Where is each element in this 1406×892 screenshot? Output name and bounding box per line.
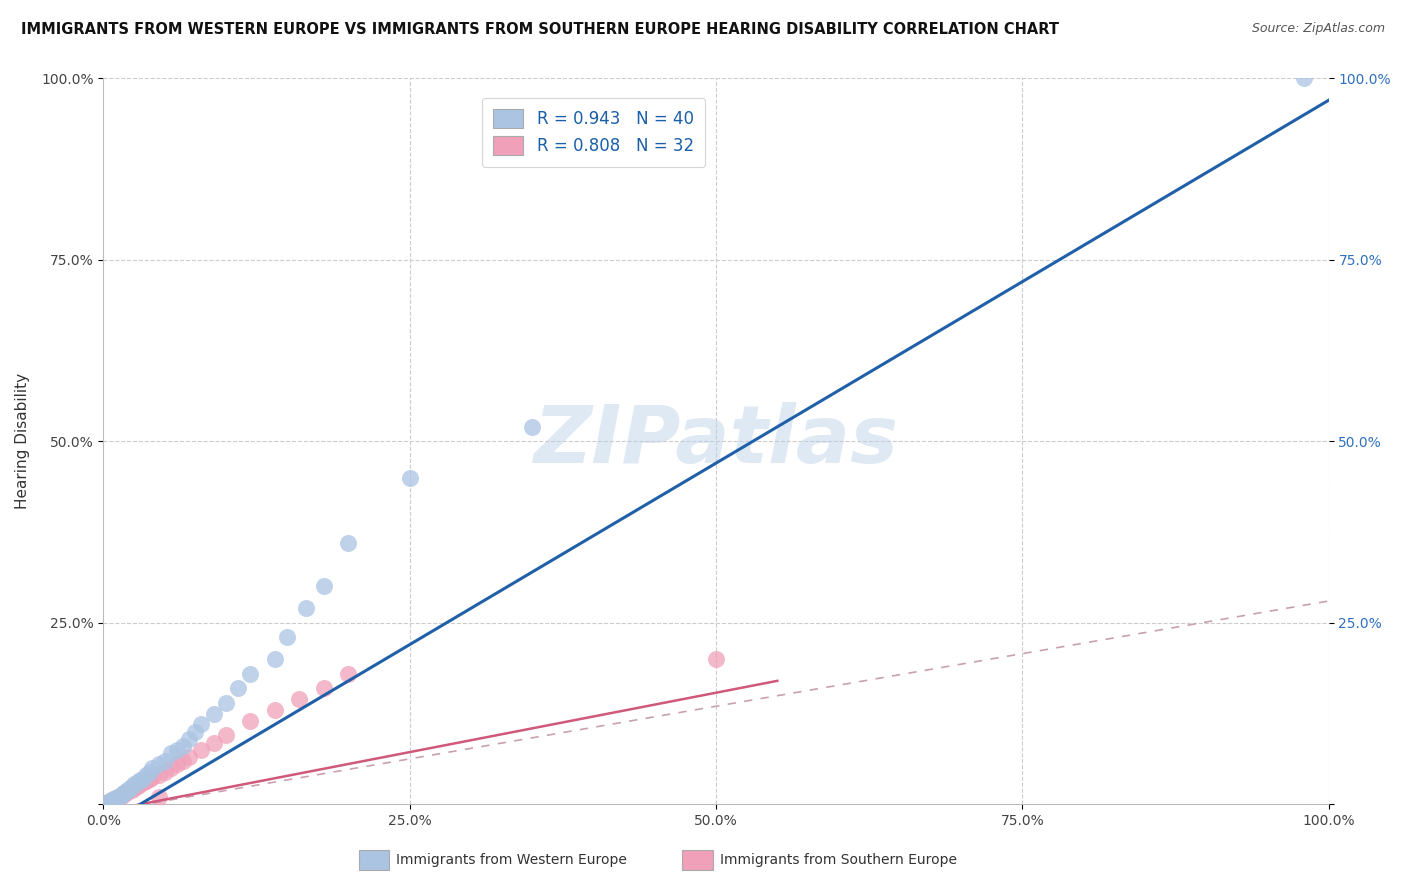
Point [166,743,188,757]
Point [337,666,360,681]
Point [127,779,149,793]
Point [129,777,152,791]
Point [98,794,121,808]
Point [107,789,129,804]
Point [111,787,134,801]
Point [1294,71,1316,86]
Point [294,601,316,615]
Point [148,757,170,772]
Point [288,692,311,706]
Point [132,775,155,789]
Point [111,789,134,803]
Point [148,789,170,804]
Point [135,774,157,789]
Point [141,770,163,784]
Point [122,781,145,796]
Point [148,768,170,782]
Point [107,789,129,804]
Point [179,731,201,746]
Point [104,791,127,805]
Point [172,754,194,768]
Point [226,681,249,695]
Point [153,764,176,779]
Point [114,786,136,800]
Point [153,754,176,768]
Point [117,782,139,797]
Point [312,681,335,695]
Point [114,784,136,798]
Point [184,724,207,739]
Point [121,782,143,797]
Point [110,789,132,803]
Point [190,743,212,757]
Point [101,793,124,807]
Point [276,630,298,644]
Point [103,792,125,806]
Point [179,750,201,764]
Point [398,470,420,484]
Point [202,706,225,721]
Point [522,420,544,434]
Point [112,786,135,800]
Point [312,580,335,594]
Point [215,728,238,742]
Point [215,696,238,710]
Point [120,780,142,795]
Point [117,784,139,798]
Point [103,793,125,807]
Point [172,739,194,754]
Point [127,775,149,789]
Point [98,794,121,808]
Point [166,757,188,772]
Point [160,747,183,761]
Point [202,735,225,749]
Point [139,772,162,786]
Y-axis label: Hearing Disability: Hearing Disability [15,373,30,509]
Point [141,761,163,775]
Point [160,761,183,775]
Text: Immigrants from Western Europe: Immigrants from Western Europe [396,853,627,867]
Point [122,777,145,791]
Point [139,764,162,779]
Point [239,714,262,728]
Point [135,768,157,782]
Point [264,703,287,717]
Point [337,536,360,550]
Point [94,796,117,810]
Point [96,796,118,810]
Point [239,666,262,681]
Point [704,652,727,666]
Text: ZIPatlas: ZIPatlas [533,402,898,481]
Point [131,772,153,786]
Point [104,791,127,805]
Point [190,717,212,731]
Point [121,779,143,793]
Point [129,773,152,788]
Text: Immigrants from Southern Europe: Immigrants from Southern Europe [720,853,957,867]
Text: Source: ZipAtlas.com: Source: ZipAtlas.com [1251,22,1385,36]
Text: IMMIGRANTS FROM WESTERN EUROPE VS IMMIGRANTS FROM SOUTHERN EUROPE HEARING DISABI: IMMIGRANTS FROM WESTERN EUROPE VS IMMIGR… [21,22,1059,37]
Point [264,652,287,666]
Legend: R = 0.943   N = 40, R = 0.808   N = 32: R = 0.943 N = 40, R = 0.808 N = 32 [482,98,706,167]
